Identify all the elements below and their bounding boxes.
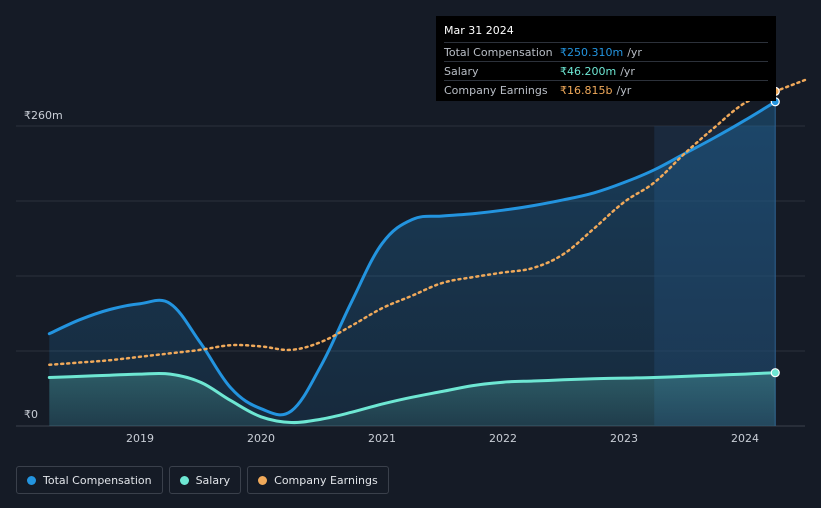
company-earnings-line bbox=[48, 78, 807, 367]
legend-item-total-compensation[interactable]: Total Compensation bbox=[16, 466, 163, 494]
legend-label: Salary bbox=[195, 473, 231, 487]
x-tick-label: 2023 bbox=[610, 432, 638, 445]
x-tick-label: 2022 bbox=[489, 432, 517, 445]
tooltip: Mar 31 2024 Total Compensation ₹250.310m… bbox=[436, 16, 776, 101]
chart-svg: ₹260m ₹0 2019 2020 2021 2022 2023 2024 bbox=[16, 78, 807, 445]
tooltip-label: Company Earnings bbox=[444, 83, 548, 97]
tooltip-row-total-compensation: Total Compensation ₹250.310m /yr bbox=[444, 42, 768, 61]
tooltip-unit: /yr bbox=[627, 45, 642, 59]
legend-dot-icon bbox=[27, 475, 36, 485]
legend-dot-icon bbox=[179, 475, 189, 485]
tooltip-value: ₹16.815b bbox=[560, 83, 613, 97]
tooltip-unit: /yr bbox=[616, 83, 632, 97]
tooltip-date: Mar 31 2024 bbox=[444, 24, 514, 37]
tooltip-unit: /yr bbox=[620, 64, 635, 78]
total-compensation-line bbox=[47, 100, 777, 417]
salary-line bbox=[47, 371, 777, 425]
tooltip-label: Total Compensation bbox=[444, 45, 553, 59]
y-axis-bottom-label: ₹0 bbox=[24, 408, 38, 421]
tooltip-value: ₹46.200m bbox=[560, 64, 617, 78]
legend: Total Compensation Salary Company Earnin… bbox=[16, 466, 389, 494]
tooltip-label: Salary bbox=[444, 64, 479, 78]
salary-marker bbox=[770, 368, 780, 378]
x-tick-label: 2019 bbox=[126, 432, 154, 445]
total-compensation-area bbox=[49, 101, 776, 427]
legend-label: Company Earnings bbox=[274, 473, 378, 487]
x-axis-ticks: 2019 2020 2021 2022 2023 2024 bbox=[126, 432, 759, 445]
tooltip-row-company-earnings: Company Earnings ₹16.815b /yr bbox=[444, 80, 768, 99]
x-tick-label: 2021 bbox=[368, 432, 396, 445]
area-layer bbox=[49, 101, 776, 427]
x-tick-label: 2024 bbox=[731, 432, 759, 445]
line-layer bbox=[47, 78, 807, 425]
y-axis-top-label: ₹260m bbox=[24, 109, 63, 122]
legend-dot-icon bbox=[258, 475, 268, 485]
legend-item-company-earnings[interactable]: Company Earnings bbox=[247, 466, 389, 494]
legend-label: Total Compensation bbox=[43, 473, 152, 487]
x-tick-label: 2020 bbox=[247, 432, 275, 445]
salary-area bbox=[49, 372, 776, 426]
tooltip-value: ₹250.310m bbox=[560, 45, 624, 59]
legend-item-salary[interactable]: Salary bbox=[168, 466, 242, 494]
tooltip-row-salary: Salary ₹46.200m /yr bbox=[444, 61, 768, 80]
